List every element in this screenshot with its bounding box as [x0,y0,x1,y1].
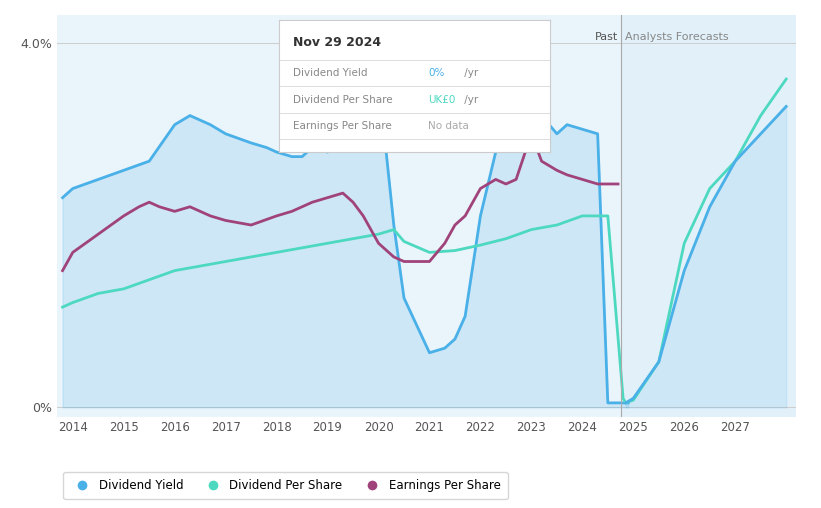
Text: Dividend Per Share: Dividend Per Share [292,94,392,105]
Text: Past: Past [594,31,618,42]
Text: /yr: /yr [461,94,478,105]
Text: Analysts Forecasts: Analysts Forecasts [625,31,728,42]
Text: 0%: 0% [429,68,444,78]
Text: UK£0: UK£0 [429,94,456,105]
Legend: Dividend Yield, Dividend Per Share, Earnings Per Share: Dividend Yield, Dividend Per Share, Earn… [63,472,507,499]
Text: Dividend Yield: Dividend Yield [292,68,367,78]
Text: Nov 29 2024: Nov 29 2024 [292,36,381,49]
Text: No data: No data [429,121,469,131]
Text: /yr: /yr [461,68,478,78]
Text: Earnings Per Share: Earnings Per Share [292,121,392,131]
Bar [621,15,796,417]
